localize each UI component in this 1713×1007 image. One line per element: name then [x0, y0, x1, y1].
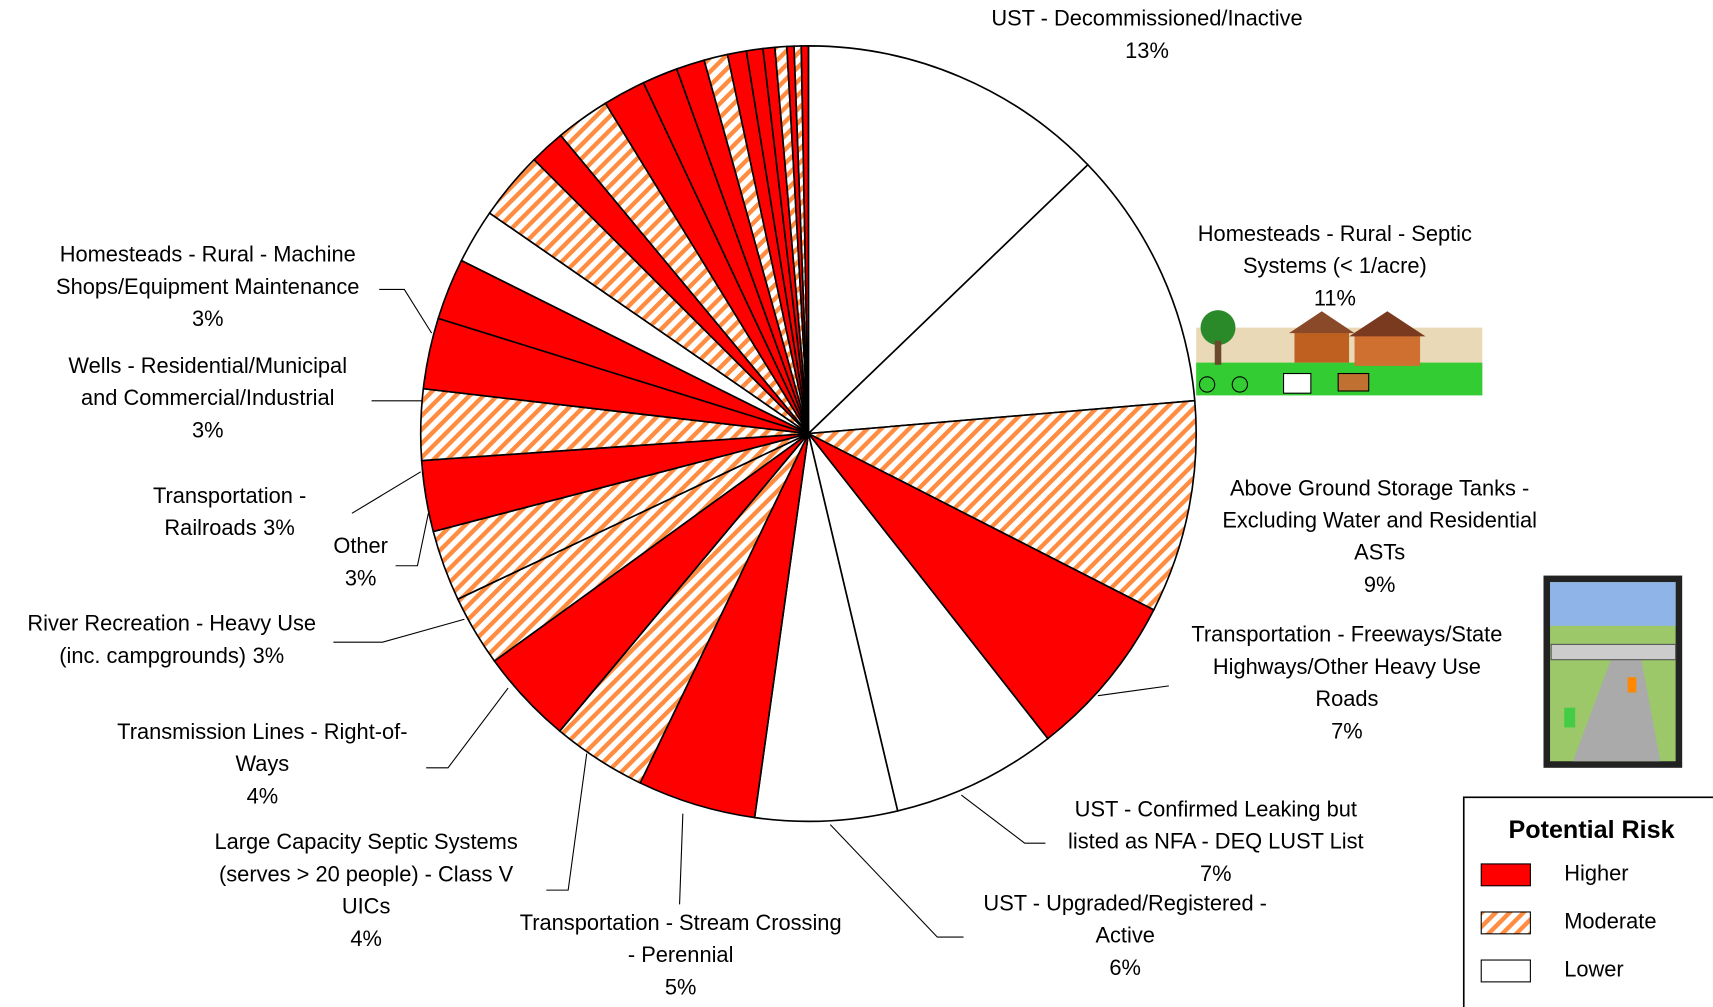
- value-label: 4%: [247, 783, 279, 808]
- slice-label: Transportation - Freeways/State Highways/…: [1191, 621, 1502, 743]
- slice-label: Wells - Residential/Municipal and Commerc…: [68, 353, 347, 442]
- label-line: UST - Decommissioned/Inactive: [991, 5, 1302, 30]
- leader-line: [379, 288, 433, 334]
- label-line: Homesteads - Rural - Septic: [1198, 221, 1472, 246]
- slice-label: UST - Upgraded/Registered - Active 6%: [983, 890, 1266, 979]
- label-line: River Recreation - Heavy Use: [27, 610, 316, 635]
- leader-line: [351, 471, 421, 514]
- label-line: Homesteads - Rural - Machine: [60, 241, 356, 266]
- label-line: Active: [1095, 922, 1154, 947]
- slice-label: UST - Confirmed Leaking but listed as NFA…: [1068, 796, 1364, 885]
- value-label: 3%: [263, 515, 295, 540]
- leader-line: [546, 753, 588, 891]
- value-label: 3%: [192, 306, 224, 331]
- value-label: 13%: [1125, 38, 1169, 63]
- slice-label: Large Capacity Septic Systems (serves > 2…: [214, 829, 517, 951]
- label-line: Above Ground Storage Tanks -: [1230, 475, 1529, 500]
- label-line: ASTs: [1354, 540, 1405, 565]
- label-line: (serves > 20 people) - Class V: [219, 861, 514, 886]
- legend-swatch: [1480, 959, 1531, 983]
- homestead-clipart: [1196, 310, 1483, 396]
- value-label: 9%: [1364, 572, 1396, 597]
- label-line: Systems (< 1/acre): [1243, 253, 1427, 278]
- slice-label: Above Ground Storage Tanks - Excluding Wa…: [1222, 475, 1537, 597]
- label-line: Transportation -: [153, 483, 306, 508]
- pie-slice: [807, 45, 1090, 436]
- value-label: 11%: [1314, 285, 1356, 310]
- value-label: 6%: [1109, 955, 1141, 980]
- leader-line: [333, 618, 465, 643]
- legend-swatch: [1480, 911, 1531, 935]
- label-line: Excluding Water and Residential: [1222, 507, 1537, 532]
- label-line: Ways: [235, 751, 289, 776]
- value-label: 7%: [1331, 718, 1363, 743]
- value-label: 5%: [665, 974, 697, 999]
- value-label: 4%: [350, 926, 382, 951]
- label-line: UST - Upgraded/Registered -: [983, 890, 1266, 915]
- legend-label: Lower: [1564, 957, 1623, 982]
- legend: Potential Risk Higher Moderate Lower: [1462, 796, 1713, 1007]
- value-label: 3%: [345, 565, 377, 590]
- label-line: Railroads: [164, 515, 256, 540]
- slice-label: Transportation - Railroads 3%: [153, 483, 306, 540]
- legend-swatch: [1480, 863, 1531, 887]
- value-label: 3%: [192, 417, 224, 442]
- label-line: listed as NFA - DEQ LUST List: [1068, 828, 1364, 853]
- leader-line: [679, 813, 684, 905]
- label-line: UST - Confirmed Leaking but: [1075, 796, 1357, 821]
- legend-title: Potential Risk: [1509, 816, 1675, 844]
- label-line: Roads: [1315, 686, 1378, 711]
- slice-label: Transmission Lines - Right-of- Ways 4%: [117, 719, 407, 808]
- label-line: Transmission Lines - Right-of-: [117, 719, 407, 744]
- label-line: and Commercial/Industrial: [81, 385, 335, 410]
- label-line: Other: [333, 533, 388, 558]
- labels: UST - Decommissioned/Inactive 13% Homestea…: [27, 5, 1537, 999]
- highway-clipart: [1543, 575, 1683, 768]
- label-line: UICs: [342, 893, 391, 918]
- leader-line: [961, 794, 1046, 844]
- leader-line: [1097, 685, 1169, 697]
- label-line: Shops/Equipment Maintenance: [56, 274, 359, 299]
- label-line: Transportation - Stream Crossing: [520, 910, 842, 935]
- leader-line: [829, 824, 964, 938]
- label-line: Highways/Other Heavy Use: [1213, 654, 1481, 679]
- label-line: (inc. campgrounds): [59, 643, 246, 668]
- pie-slice: [805, 399, 1197, 611]
- slice-label: River Recreation - Heavy Use (inc. campgr…: [27, 610, 316, 667]
- pie-slice: [807, 432, 1155, 740]
- leader-line: [426, 687, 509, 769]
- pie-slice: [800, 45, 810, 434]
- pie-slice: [807, 433, 1049, 812]
- slice-label: Homesteads - Rural - Machine Shops/Equipm…: [56, 241, 359, 330]
- value-label: 7%: [1200, 861, 1232, 886]
- label-line: Wells - Residential/Municipal: [68, 353, 347, 378]
- pie-slice: [753, 433, 899, 823]
- slice-label: Other 3%: [333, 533, 388, 590]
- slice-label: UST - Decommissioned/Inactive 13%: [991, 5, 1302, 62]
- slice-label: Transportation - Stream Crossing - Perenn…: [520, 910, 842, 999]
- pie: [419, 45, 1197, 823]
- legend-label: Higher: [1564, 861, 1628, 886]
- legend-label: Moderate: [1564, 909, 1656, 934]
- label-line: Large Capacity Septic Systems: [214, 829, 517, 854]
- label-line: - Perennial: [628, 942, 734, 967]
- leader-line: [395, 513, 429, 567]
- value-label: 3%: [253, 643, 285, 668]
- slice-label: Homesteads - Rural - Septic Systems (< 1/…: [1198, 221, 1472, 310]
- label-line: Transportation - Freeways/State: [1191, 621, 1502, 646]
- pie-slice: [806, 163, 1196, 435]
